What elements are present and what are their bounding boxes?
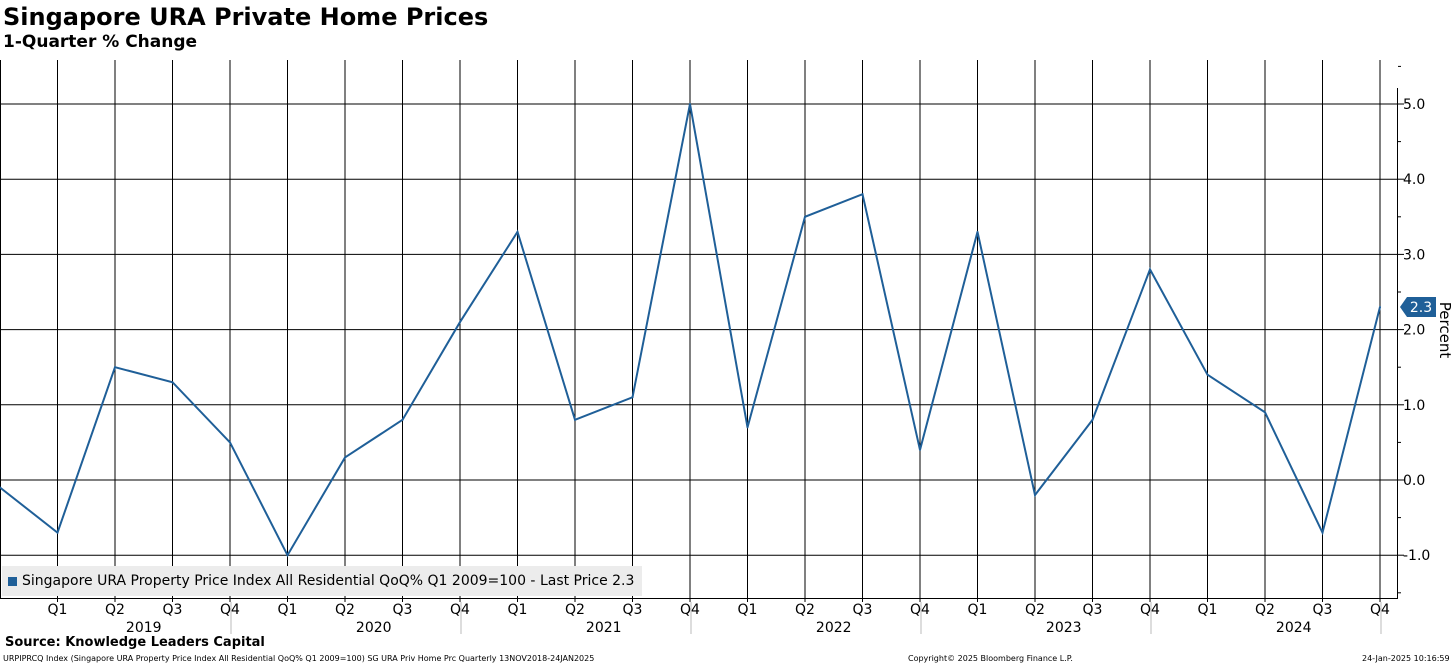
x-quarter-label: Q2: [565, 602, 585, 618]
data-point: [976, 230, 979, 233]
x-quarter-label: Q1: [968, 602, 988, 618]
x-quarter-label: Q1: [278, 602, 298, 618]
data-point: [114, 366, 116, 369]
x-quarter-label: Q2: [1255, 602, 1275, 618]
x-year-label: 2024: [1276, 620, 1312, 636]
data-point: [401, 418, 404, 421]
horizontal-gridlines: [0, 103, 1398, 556]
x-quarter-label: Q3: [853, 602, 873, 618]
x-quarter-label: Q1: [508, 602, 528, 618]
legend-label: Singapore URA Property Price Index All R…: [22, 573, 635, 589]
data-point: [286, 554, 289, 557]
x-quarter-label: Q1: [48, 602, 68, 618]
copyright: Copyright© 2025 Bloomberg Finance L.P.: [908, 654, 1073, 663]
x-quarter-label: Q3: [163, 602, 183, 618]
data-point: [861, 193, 864, 196]
last-price-tag-label: 2.3: [1410, 300, 1432, 316]
x-quarter-label: Q2: [105, 602, 125, 618]
x-quarter-label: Q2: [795, 602, 815, 618]
x-year-label: 2021: [586, 620, 622, 636]
y-axis-label: Percent: [1436, 302, 1454, 359]
legend: Singapore URA Property Price Index All R…: [2, 566, 643, 596]
data-point: [344, 456, 346, 459]
x-quarter-label: Q2: [1025, 602, 1045, 618]
x-quarter-label: Q4: [910, 602, 930, 618]
y-tick-label: 4.0: [1403, 172, 1425, 188]
x-quarter-label: Q3: [1313, 602, 1333, 618]
data-point: [574, 418, 576, 421]
y-tick-label: 2.0: [1403, 323, 1425, 339]
data-point: [0, 486, 1, 489]
timestamp: 24-Jan-2025 10:16:59: [1362, 654, 1450, 663]
y-tick-label: 0.0: [1403, 473, 1425, 489]
x-quarter-label: Q4: [450, 602, 470, 618]
y-tick-label: 1.0: [1403, 398, 1425, 414]
x-quarter-label: Q1: [1198, 602, 1218, 618]
data-point: [1206, 373, 1209, 376]
x-year-label: 2019: [126, 620, 162, 636]
x-quarter-label: Q3: [623, 602, 643, 618]
data-point: [459, 321, 461, 324]
y-axis-ticks: 5.0 4.0 3.0 2.0 1.0 0.0 -1.0: [1398, 65, 1430, 594]
y-tick-label: 5.0: [1403, 97, 1425, 113]
data-point: [689, 103, 691, 105]
x-quarter-label: Q3: [393, 602, 413, 618]
data-point: [1149, 268, 1151, 271]
x-quarter-label: Q4: [680, 602, 700, 618]
last-price-tag: [1400, 297, 1436, 318]
chart-subtitle: 1-Quarter % Change: [3, 32, 198, 52]
x-quarter-label: Q3: [1083, 602, 1103, 618]
legend-swatch: [8, 576, 17, 586]
data-point: [631, 396, 634, 399]
source-label: Source: Knowledge Leaders Capital: [5, 635, 265, 650]
x-quarter-label: Q4: [1370, 602, 1390, 618]
data-point: [56, 531, 59, 534]
data-point: [1379, 306, 1381, 309]
x-year-label: 2020: [356, 620, 392, 636]
data-point: [229, 441, 231, 444]
data-point: [1034, 494, 1036, 497]
x-quarter-label: Q4: [1140, 602, 1160, 618]
data-point: [1264, 411, 1266, 414]
data-point: [1321, 531, 1324, 534]
x-year-label: 2023: [1046, 620, 1082, 636]
data-point: [171, 381, 174, 384]
x-quarter-label: Q1: [738, 602, 758, 618]
data-point: [919, 448, 921, 451]
y-tick-label: -1.0: [1403, 548, 1430, 564]
data-point: [516, 230, 519, 233]
ticker-info: URPIPRCQ Index (Singapore URA Property P…: [3, 654, 595, 663]
data-point: [804, 215, 806, 218]
data-point: [1091, 418, 1094, 421]
x-quarter-label: Q4: [220, 602, 240, 618]
vertical-gridlines: [57, 60, 1381, 598]
last-price-marker: 2.3: [1400, 297, 1436, 318]
x-quarter-label: Q2: [335, 602, 355, 618]
x-year-label: 2022: [816, 620, 852, 636]
chart-title: Singapore URA Private Home Prices: [3, 3, 489, 31]
series-points: [0, 103, 1381, 557]
y-tick-label: 3.0: [1403, 247, 1425, 263]
data-point: [746, 426, 749, 429]
x-axis-ticks: Q1 Q2 Q3 Q4 Q1 Q2 Q3 Q4 Q1 Q2 Q3 Q4 Q1 Q2 Q3 Q4 Q1 Q2 Q3 Q4…: [48, 598, 1390, 636]
